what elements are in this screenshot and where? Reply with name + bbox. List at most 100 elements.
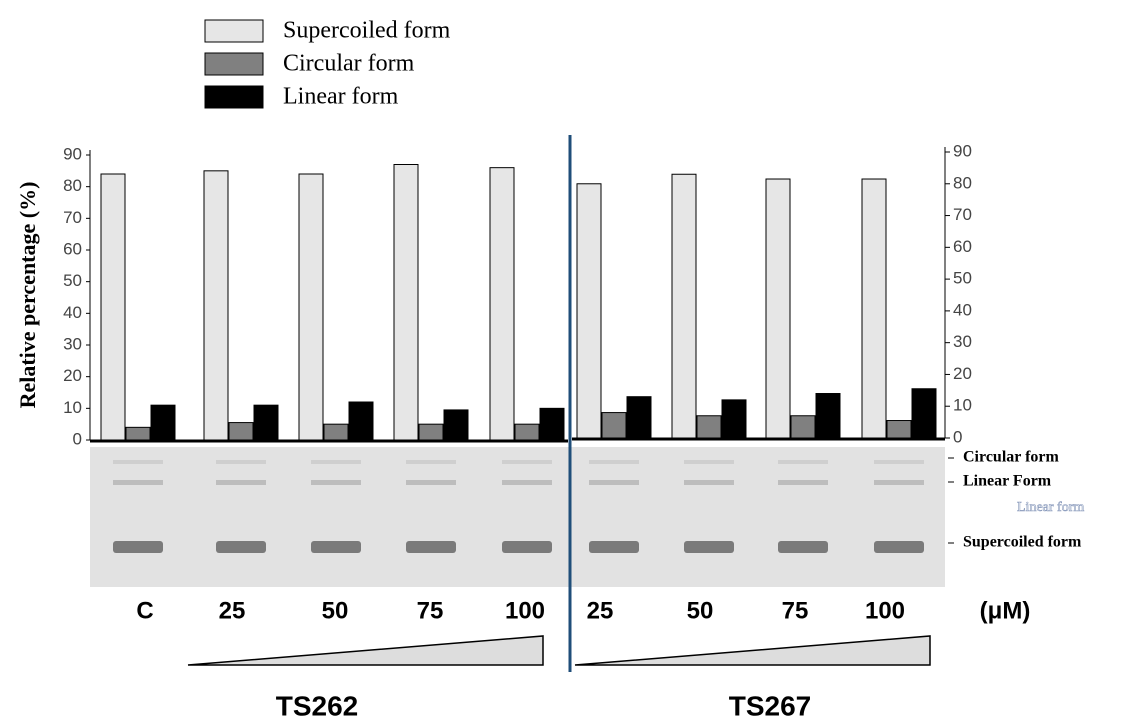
x-tick-label: 75 [417,597,444,624]
x-tick-label: C [136,597,153,624]
x-tick-label: 100 [865,597,905,624]
bar [204,171,228,440]
y2-tick-label: 10 [953,396,972,415]
gel-band [778,480,828,485]
group-label: TS262 [276,690,359,721]
y2-tick-label: 90 [953,141,972,160]
gel-label: Supercoiled form [963,534,1082,551]
x-tick-label: 25 [587,597,614,624]
gel-band [311,460,361,464]
y-tick-label: 90 [63,144,82,163]
gel-band [113,541,163,553]
bar [912,389,936,438]
gel-band [502,480,552,485]
gel-band [311,541,361,553]
bar [862,179,886,438]
bar [627,397,651,438]
gel-band [113,460,163,464]
y-tick-label: 20 [63,366,82,385]
bar [816,394,840,438]
gel-band [684,541,734,553]
gel-band [874,541,924,553]
bar [394,165,418,441]
y2-tick-label: 80 [953,173,972,192]
legend-swatch [205,86,263,108]
y-tick-label: 50 [63,271,82,290]
y2-tick-label: 0 [953,427,962,446]
gradient-triangle [575,636,930,665]
bar [254,405,278,440]
bar [126,427,150,440]
y-axis-label: Relative percentage (%) [15,182,40,409]
gel-band [502,460,552,464]
gel-band [589,480,639,485]
bar [490,168,514,440]
gel-band [874,460,924,464]
gel-label: Linear Form [963,473,1052,490]
chart: Relative percentage (%) (μM) TS262 TS267… [0,0,1124,724]
legend-label: Circular form [283,51,415,77]
y2-tick-label: 20 [953,364,972,383]
bar [515,424,539,440]
y-tick-label: 80 [63,176,82,195]
bar [577,184,601,438]
legend-swatch [205,20,263,42]
unit-label: (μM) [980,597,1031,624]
bar [791,416,815,438]
y2-tick-label: 50 [953,269,972,288]
gel-band [216,480,266,485]
gel-band [216,541,266,553]
y-tick-label: 70 [63,208,82,227]
y2-tick-label: 40 [953,300,972,319]
bar [299,174,323,440]
bar [444,410,468,440]
gel-image [90,447,945,587]
bar [324,424,348,440]
gel-band [874,480,924,485]
y-tick-label: 60 [63,239,82,258]
legend-label: Linear form [283,84,399,110]
bar [887,421,911,438]
gradient-triangle [188,636,543,665]
x-tick-label: 50 [322,597,349,624]
x-tick-label: 50 [687,597,714,624]
x-tick-label: 25 [219,597,246,624]
gel-band [684,460,734,464]
gel-band [502,541,552,553]
gel-band [113,480,163,485]
y-tick-label: 40 [63,303,82,322]
y-tick-label: 30 [63,334,82,353]
legend-swatch [205,53,263,75]
gel-band [589,460,639,464]
group-label: TS267 [729,690,812,721]
y-tick-label: 10 [63,398,82,417]
gel-label: Linear form [1017,500,1084,515]
gel-band [778,460,828,464]
bar [540,408,564,440]
y2-tick-label: 70 [953,205,972,224]
bar [672,174,696,438]
gel-label-ticks [948,458,954,543]
gel-label: Circular form [963,449,1060,466]
gel-band [406,480,456,485]
y-tick-label: 0 [73,429,82,448]
bar [766,179,790,438]
bar [419,424,443,440]
bar [101,174,125,440]
x-tick-label: 100 [505,597,545,624]
y2-tick-label: 60 [953,237,972,256]
gel-band [778,541,828,553]
gel-band [589,541,639,553]
legend-label: Supercoiled form [283,18,451,44]
gel-band [216,460,266,464]
bar [229,423,253,440]
gel-band [406,460,456,464]
bar [722,400,746,438]
gel-band [311,480,361,485]
y2-tick-label: 30 [953,332,972,351]
gel-band [684,480,734,485]
gel-band [406,541,456,553]
bar [151,405,175,440]
x-tick-label: 75 [782,597,809,624]
bar [602,413,626,438]
